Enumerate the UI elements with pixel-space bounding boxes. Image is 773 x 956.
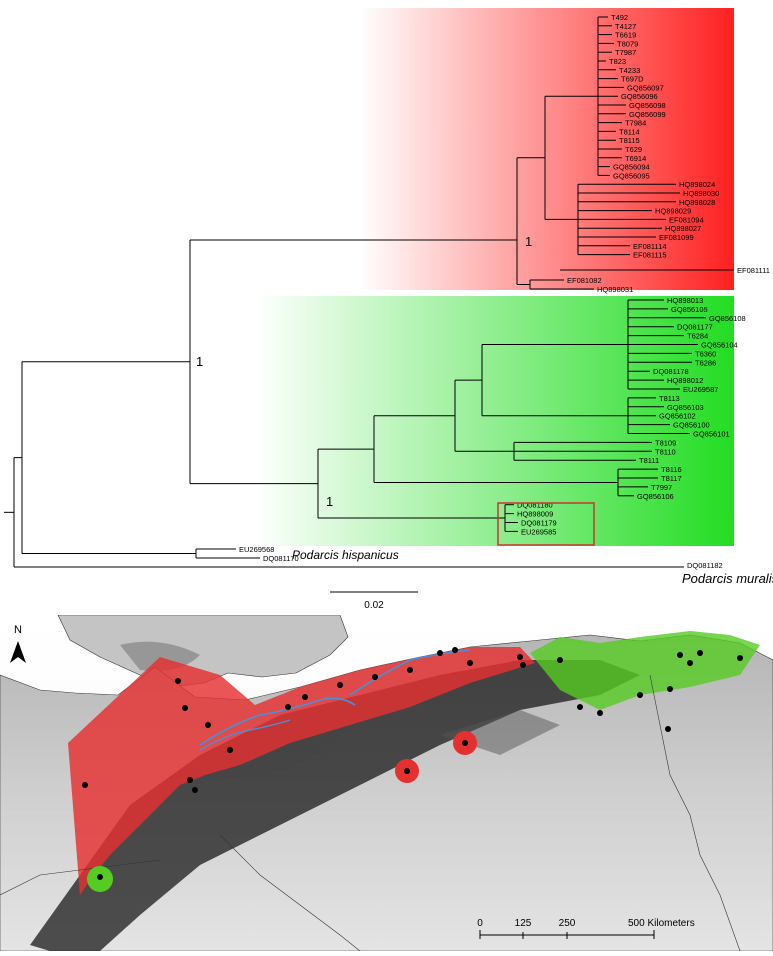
tip-label: GQ856100: [673, 421, 710, 430]
river-moulouya: [199, 697, 356, 746]
scale-tick-0: 0: [477, 918, 483, 929]
tip-label: T8111: [639, 456, 659, 465]
tip-label: HQ898009: [517, 510, 553, 519]
tip-label: T6284: [687, 332, 708, 341]
tip-label: HQ898029: [655, 207, 691, 216]
red-clade-background: [360, 8, 734, 290]
scale-tick-125: 125: [515, 918, 532, 929]
river-chelif: [349, 649, 471, 696]
highlight-box: [497, 502, 595, 546]
river-tributary: [199, 719, 291, 751]
tip-label: T492: [611, 13, 628, 22]
atlas-mountains: [30, 660, 640, 951]
support-label-red-clade: 1: [525, 234, 532, 249]
tip-label: GQ856099: [629, 110, 666, 119]
support-label-green-clade: 1: [326, 494, 333, 509]
border-morocco-algeria: [219, 834, 361, 952]
tip-label: T823: [609, 57, 626, 66]
tip-label: EU269587: [683, 385, 718, 394]
tip-label: T8110: [655, 447, 676, 456]
phylogenetic-tree-panel: T492 T4127 T6619 T8079 T7987 T823 T4233 T697D GQ…: [4, 8, 773, 611]
tip-label: HQ898013: [667, 296, 703, 305]
border-western-sahara: [0, 859, 161, 896]
green-lineage-range: [530, 631, 760, 710]
tip-label: HQ898028: [679, 198, 715, 207]
tip-label: GQ856105: [671, 305, 708, 314]
north-arrow-icon: [10, 641, 26, 663]
taxon-label-podarcis-hispanicus: Podarcis hispanicus: [292, 548, 399, 562]
tip-label: T6914: [625, 154, 646, 163]
tip-label: GQ856097: [627, 83, 664, 92]
tip-label: EF081099: [659, 233, 694, 242]
distribution-map-panel: N 0 125 250 500 Kilometers: [0, 614, 773, 952]
tip-label: DQ081177: [677, 323, 713, 332]
tip-label: T8113: [659, 394, 680, 403]
tip-label: EF081115: [633, 251, 667, 260]
tip-label: HQ898031: [597, 285, 633, 294]
scale-bar-label: 0.02: [364, 600, 384, 611]
tip-label: DQ081170: [263, 554, 299, 563]
tip-label: DQ081180: [517, 501, 553, 510]
tip-label: T697D: [621, 75, 644, 84]
tip-label: EF081114: [633, 242, 667, 251]
tip-label: EF081082: [567, 276, 602, 285]
green-clade-background: [255, 296, 734, 546]
map-scale-bar: 0 125 250 500 Kilometers: [477, 918, 695, 939]
tip-label: GQ856104: [701, 341, 738, 350]
tip-label: EU269585: [521, 527, 556, 536]
tip-label: T7997: [651, 483, 672, 492]
tip-label: HQ898027: [665, 224, 701, 233]
tip-label: T4233: [619, 66, 640, 75]
tip-label: EU269568: [239, 545, 274, 554]
tip-label: T8109: [655, 438, 676, 447]
border-algeria-tunisia: [649, 674, 741, 952]
sample-localities: [82, 647, 743, 880]
tip-label: EF081111: [737, 266, 770, 275]
tree-branches: [4, 16, 734, 568]
scale-tick-250: 250: [559, 918, 576, 929]
taxon-label-podarcis-muralis: Podarcis muralis: [682, 571, 773, 586]
tip-label: T6286: [695, 358, 716, 367]
tip-label: HQ898012: [667, 376, 703, 385]
tip-label: T8116: [661, 465, 682, 474]
tip-label: T6619: [615, 31, 636, 40]
phylogenetic-tree: T492T4127T6619T8079T7987T823T4233T697DGQ…: [4, 8, 773, 611]
distribution-map: N 0 125 250 500 Kilometers: [0, 614, 773, 952]
tip-label: GQ856095: [613, 171, 650, 180]
tip-label: GQ856096: [621, 92, 658, 101]
tip-label: T8117: [661, 474, 682, 483]
tip-label: GQ856101: [693, 430, 730, 439]
tip-label: DQ081179: [521, 519, 557, 528]
tip-label: T6360: [695, 349, 716, 358]
tip-label: T8079: [617, 39, 638, 48]
scale-tick-500: 500 Kilometers: [628, 918, 695, 929]
tip-label: GQ856098: [629, 101, 666, 110]
tip-label: HQ898024: [679, 180, 715, 189]
tip-label: DQ081182: [687, 561, 723, 570]
north-arrow-label: N: [14, 624, 22, 636]
tip-label: GQ856106: [637, 492, 674, 501]
tip-label: T8115: [619, 136, 640, 145]
tip-label: HQ898030: [683, 189, 719, 198]
tip-label: T629: [625, 145, 642, 154]
tip-label: T4127: [615, 22, 636, 31]
tip-label: T7984: [625, 119, 646, 128]
tip-label: EF081094: [669, 215, 704, 224]
tip-label: GQ856103: [667, 403, 704, 412]
tip-label: T8114: [619, 127, 640, 136]
tip-label: DQ081178: [653, 367, 689, 376]
support-label-root: 1: [196, 354, 203, 369]
tip-label: T7987: [615, 48, 636, 57]
tip-label: GQ856108: [709, 314, 746, 323]
tip-labels: T492T4127T6619T8079T7987T823T4233T697DGQ…: [239, 13, 770, 570]
iberian-peninsula-land: [57, 614, 349, 688]
tip-label: GQ856094: [613, 163, 650, 172]
tip-label: GQ856102: [659, 412, 696, 421]
